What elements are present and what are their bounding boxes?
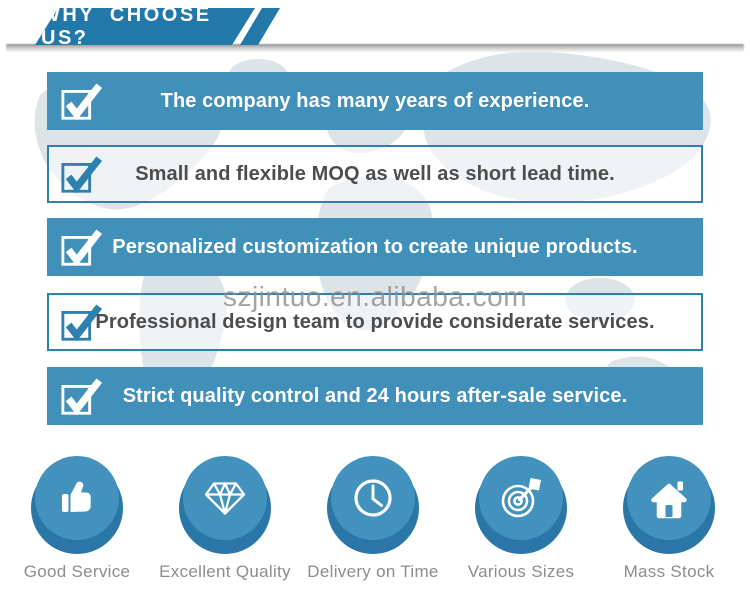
feature-label: Good Service	[23, 562, 131, 581]
checkbox-check-icon	[61, 378, 103, 416]
benefit-text: Small and flexible MOQ as well as short …	[135, 162, 615, 185]
header-banner: WHY CHOOSE US?	[35, 8, 255, 45]
thumbs-up-icon	[62, 481, 91, 512]
benefit-row: The company has many years of experience…	[47, 72, 703, 130]
benefit-text: Professional design team to provide cons…	[95, 310, 655, 333]
benefit-row: Small and flexible MOQ as well as short …	[47, 145, 703, 203]
feature-label: Various Sizes	[467, 562, 575, 581]
feature-item: Various Sizes	[452, 456, 590, 582]
benefit-text: The company has many years of experience…	[160, 89, 590, 112]
checkbox-check-icon	[61, 156, 103, 194]
checkbox-check-icon	[61, 304, 103, 342]
feature-item: Delivery on Time	[304, 456, 442, 582]
clock-icon	[354, 479, 392, 517]
feature-badge	[31, 456, 123, 556]
feature-badge	[327, 456, 419, 556]
benefit-row: Personalized customization to create uni…	[47, 218, 703, 276]
feature-label: Delivery on Time	[307, 562, 439, 581]
feature-item: Mass Stock	[600, 456, 738, 582]
benefit-text: Strict quality control and 24 hours afte…	[122, 384, 628, 407]
feature-label: Excellent Quality	[159, 562, 291, 581]
checkbox-check-icon	[61, 83, 103, 121]
benefit-text: Personalized customization to create uni…	[112, 235, 638, 258]
feature-item: Good Service	[8, 456, 146, 582]
target-arrow-icon	[501, 478, 541, 518]
feature-item: Excellent Quality	[156, 456, 294, 582]
benefit-row: Strict quality control and 24 hours afte…	[47, 367, 703, 425]
features-strip: Good Service Excellent Quality	[8, 456, 738, 582]
house-icon	[651, 481, 687, 519]
feature-label: Mass Stock	[623, 562, 715, 581]
benefit-row: Professional design team to provide cons…	[47, 293, 703, 351]
feature-badge	[179, 456, 271, 556]
page-title: WHY CHOOSE US?	[41, 3, 212, 49]
feature-badge	[623, 456, 715, 556]
checkbox-check-icon	[61, 229, 103, 267]
diamond-icon	[204, 482, 246, 515]
feature-badge	[475, 456, 567, 556]
header-shadow-divider	[6, 44, 744, 52]
